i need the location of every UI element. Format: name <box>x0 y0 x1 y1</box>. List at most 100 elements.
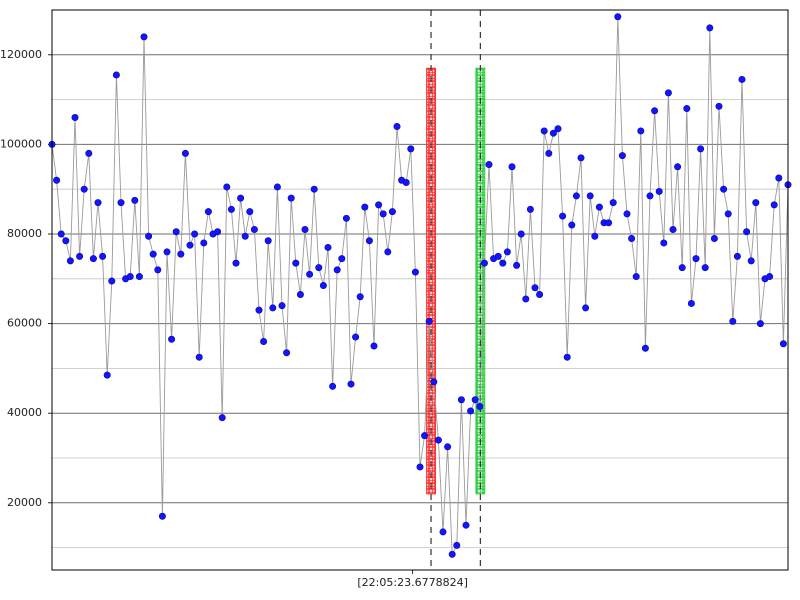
data-point <box>196 354 202 360</box>
data-point <box>587 193 593 199</box>
data-point <box>224 184 230 190</box>
data-point <box>513 262 519 268</box>
data-point <box>201 240 207 246</box>
data-point <box>647 193 653 199</box>
data-point <box>661 240 667 246</box>
data-point <box>311 186 317 192</box>
data-point <box>615 14 621 20</box>
data-point <box>679 264 685 270</box>
data-point <box>86 150 92 156</box>
data-point <box>316 264 322 270</box>
data-point <box>72 114 78 120</box>
data-point <box>343 215 349 221</box>
data-point <box>711 235 717 241</box>
data-point <box>113 72 119 78</box>
data-point <box>674 164 680 170</box>
data-point <box>63 238 69 244</box>
data-point <box>155 267 161 273</box>
data-point <box>389 208 395 214</box>
data-point <box>697 146 703 152</box>
data-point <box>435 437 441 443</box>
data-point <box>260 338 266 344</box>
data-point <box>306 271 312 277</box>
y-tick-label: 60000 <box>7 317 42 330</box>
data-point <box>375 202 381 208</box>
data-point <box>339 255 345 261</box>
data-point <box>766 273 772 279</box>
data-point <box>237 195 243 201</box>
data-point <box>656 188 662 194</box>
data-point <box>707 25 713 31</box>
data-point <box>500 260 506 266</box>
data-point <box>467 408 473 414</box>
data-point <box>532 285 538 291</box>
data-point <box>559 213 565 219</box>
data-point <box>734 253 740 259</box>
data-point <box>67 258 73 264</box>
data-point <box>596 204 602 210</box>
data-point <box>256 307 262 313</box>
data-point <box>720 186 726 192</box>
data-point <box>173 229 179 235</box>
data-point <box>426 318 432 324</box>
data-point <box>95 199 101 205</box>
data-point <box>665 90 671 96</box>
data-point <box>242 233 248 239</box>
data-point <box>325 244 331 250</box>
data-point <box>270 305 276 311</box>
data-point <box>132 197 138 203</box>
data-point <box>509 164 515 170</box>
data-point <box>693 255 699 261</box>
data-point <box>283 350 289 356</box>
data-point <box>753 199 759 205</box>
data-point <box>651 108 657 114</box>
data-point <box>81 186 87 192</box>
data-point <box>725 211 731 217</box>
data-point <box>191 231 197 237</box>
data-point <box>619 152 625 158</box>
data-point <box>145 233 151 239</box>
data-point <box>716 103 722 109</box>
data-point <box>504 249 510 255</box>
data-point <box>403 179 409 185</box>
data-point <box>748 258 754 264</box>
data-point <box>458 397 464 403</box>
data-point <box>58 231 64 237</box>
data-point <box>527 206 533 212</box>
data-point <box>233 260 239 266</box>
data-point <box>168 336 174 342</box>
data-point <box>104 372 110 378</box>
data-point <box>638 128 644 134</box>
data-point <box>564 354 570 360</box>
data-point <box>495 253 501 259</box>
data-point <box>187 242 193 248</box>
data-point <box>127 273 133 279</box>
data-point <box>329 383 335 389</box>
data-point <box>477 403 483 409</box>
data-point <box>642 345 648 351</box>
data-point <box>536 291 542 297</box>
data-point <box>348 381 354 387</box>
data-point <box>776 175 782 181</box>
data-point <box>247 208 253 214</box>
data-point <box>688 300 694 306</box>
data-point <box>605 220 611 226</box>
data-point <box>417 464 423 470</box>
time-series-chart: 20000400006000080000100000120000[22:05:2… <box>0 0 800 600</box>
data-point <box>99 253 105 259</box>
data-point <box>362 204 368 210</box>
data-point <box>265 238 271 244</box>
data-point <box>449 551 455 557</box>
data-point <box>352 334 358 340</box>
data-point <box>297 291 303 297</box>
data-point <box>279 302 285 308</box>
data-point <box>771 202 777 208</box>
data-point <box>739 76 745 82</box>
data-point <box>573 193 579 199</box>
data-point <box>228 206 234 212</box>
data-point <box>394 123 400 129</box>
data-point <box>628 235 634 241</box>
data-point <box>371 343 377 349</box>
y-tick-label: 80000 <box>7 227 42 240</box>
data-point <box>288 195 294 201</box>
